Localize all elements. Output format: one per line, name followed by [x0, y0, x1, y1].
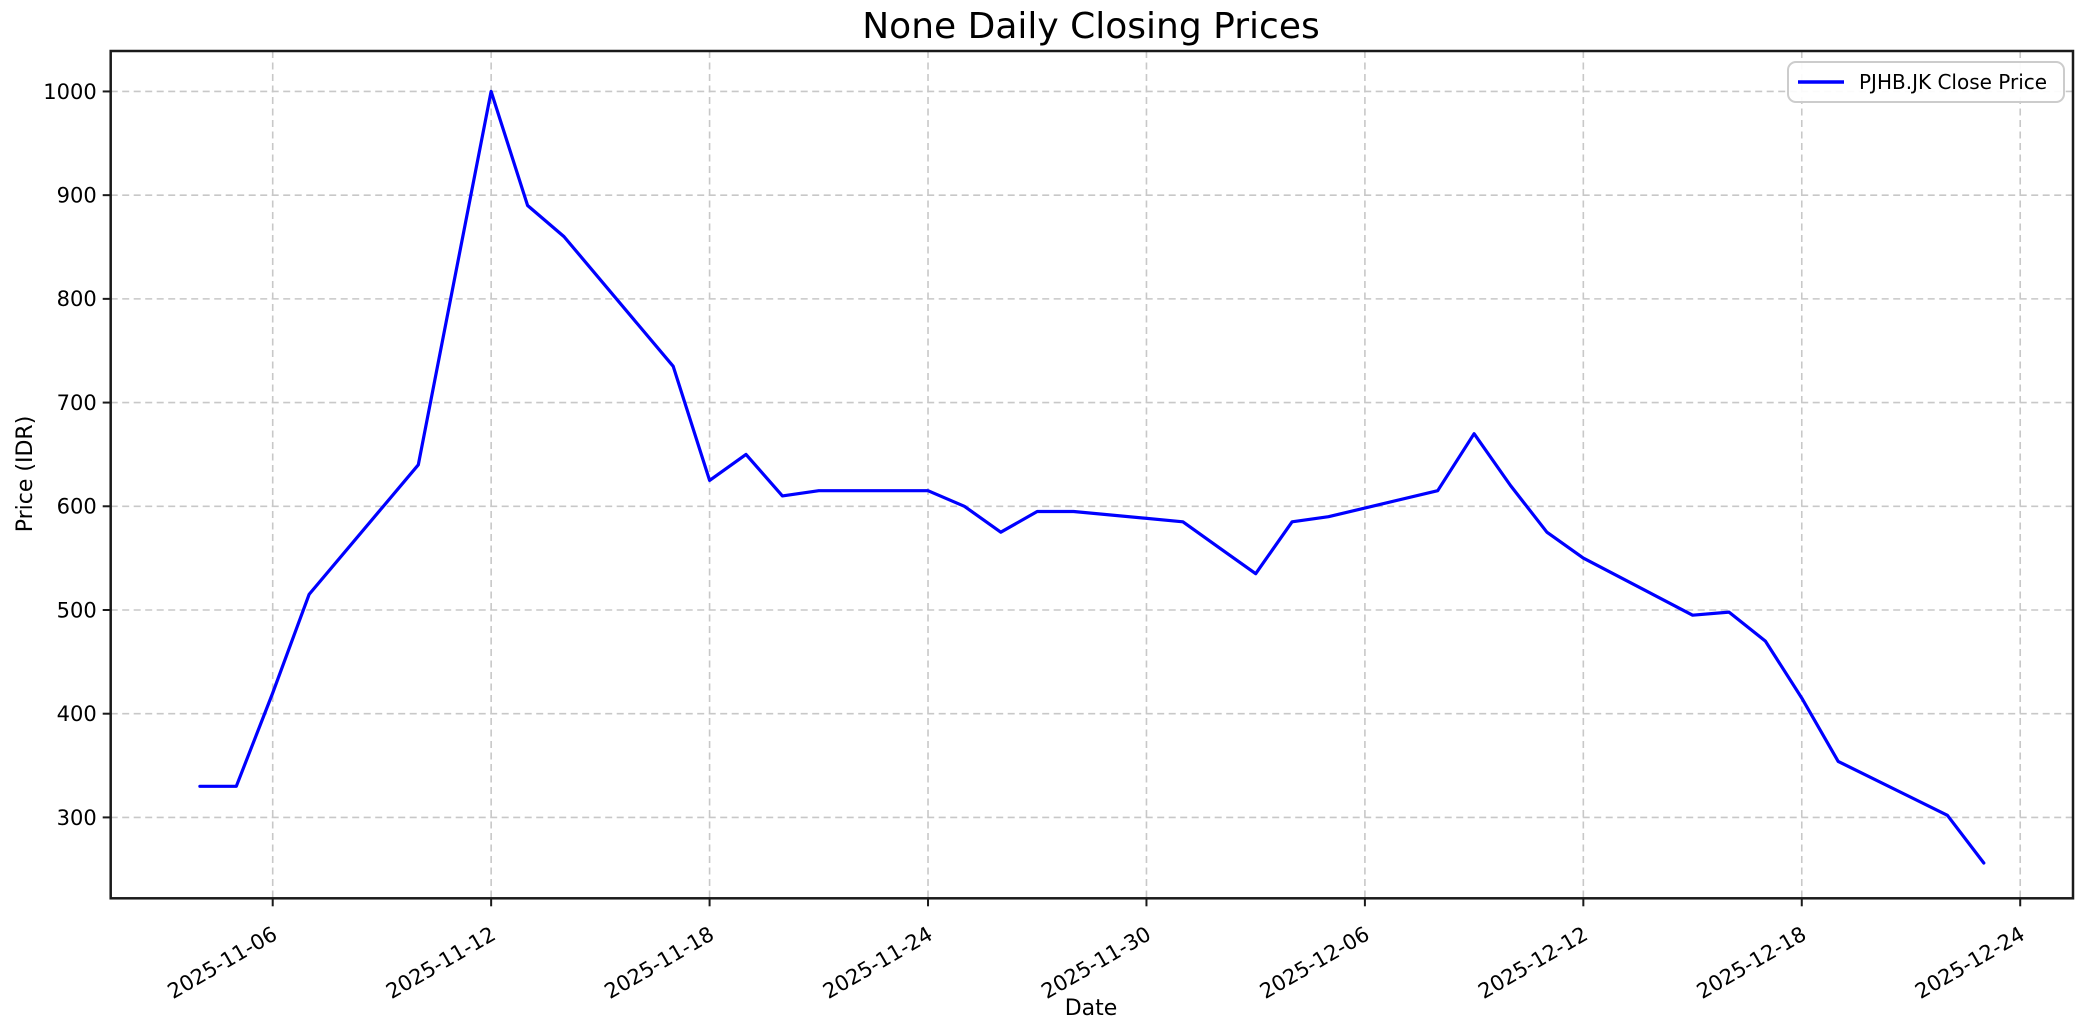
y-tick-label: 1000 — [43, 80, 96, 104]
x-tick-label: 2025-12-06 — [1256, 922, 1374, 1004]
grid-layer — [110, 51, 2073, 899]
chart-title: None Daily Closing Prices — [862, 6, 1320, 47]
y-tick-label: 600 — [57, 495, 97, 519]
x-tick-label: 2025-11-06 — [164, 922, 282, 1004]
x-tick-label: 2025-11-30 — [1037, 922, 1155, 1004]
y-tick-label: 700 — [57, 391, 97, 415]
x-tick-label: 2025-12-18 — [1693, 922, 1811, 1004]
x-tick-label: 2025-12-12 — [1474, 922, 1592, 1004]
series-layer — [198, 89, 1986, 865]
legend-label: PJHB.JK Close Price — [1859, 70, 2047, 94]
x-axis-label: Date — [1065, 996, 1118, 1021]
y-tick-label: 900 — [57, 184, 97, 208]
x-tick-label: 2025-11-18 — [600, 922, 718, 1004]
y-axis-label: Price (IDR) — [13, 416, 38, 533]
y-tick-label: 800 — [57, 287, 97, 311]
x-tick-label: 2025-11-12 — [382, 922, 500, 1004]
x-tick-label: 2025-11-24 — [819, 922, 937, 1004]
plot-border — [109, 49, 2075, 900]
tick-layer: 300 400 500 600 700 800 900 1000 2025-11-06 2025-… — [43, 80, 2028, 1004]
y-tick-label: 400 — [57, 702, 97, 726]
close-price-line — [198, 89, 1986, 865]
y-tick-label: 300 — [57, 806, 97, 830]
legend-box — [1787, 61, 2065, 103]
x-tick-label: 2025-12-24 — [1911, 922, 2029, 1004]
y-tick-label: 500 — [57, 598, 97, 622]
legend: PJHB.JK Close Price — [1787, 61, 2065, 103]
